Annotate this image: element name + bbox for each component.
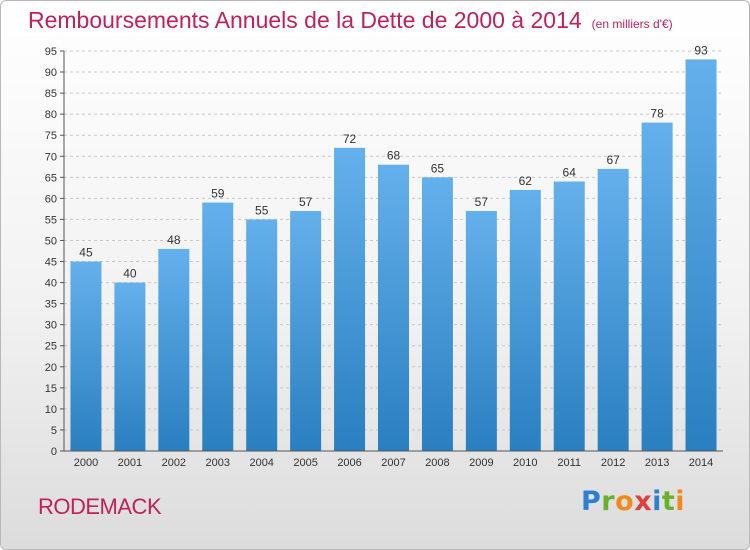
bar-2003 bbox=[202, 202, 234, 451]
bar-2001 bbox=[114, 282, 146, 451]
logo-letter: x bbox=[634, 486, 653, 517]
y-axis-ticks: 0 5 10 15 20 25 30 35 40 45 50 55 60 65 70 75 80 85 90 95 bbox=[45, 46, 64, 458]
y-tick-label: 45 bbox=[45, 257, 57, 269]
y-tick-label: 25 bbox=[45, 341, 57, 353]
y-tick-label: 20 bbox=[45, 362, 57, 374]
value-label-2004: 55 bbox=[255, 203, 269, 217]
value-label-2005: 57 bbox=[299, 195, 313, 209]
bar-2012 bbox=[597, 168, 629, 452]
bar-2014 bbox=[685, 59, 717, 451]
y-tick-label: 90 bbox=[45, 67, 57, 79]
value-label-2011: 64 bbox=[563, 166, 577, 180]
x-tick-label-2003: 2003 bbox=[206, 457, 230, 469]
value-label-2010: 62 bbox=[519, 174, 533, 188]
bar-2006 bbox=[334, 147, 366, 451]
x-tick-label-2007: 2007 bbox=[381, 457, 405, 469]
y-tick-label: 0 bbox=[51, 446, 57, 458]
y-tick-label: 55 bbox=[45, 214, 57, 226]
y-tick-label: 60 bbox=[45, 193, 57, 205]
bar-2007 bbox=[378, 164, 409, 451]
y-tick-label: 30 bbox=[45, 320, 57, 332]
value-label-2006: 72 bbox=[343, 132, 357, 146]
bar-2002 bbox=[158, 248, 190, 451]
x-tick-label-2013: 2013 bbox=[645, 457, 669, 469]
value-label-2008: 65 bbox=[431, 161, 445, 175]
x-tick-label-2005: 2005 bbox=[293, 457, 317, 469]
x-tick-label-2000: 2000 bbox=[74, 457, 98, 469]
y-tick-label: 75 bbox=[45, 130, 57, 142]
x-tick-label-2012: 2012 bbox=[601, 457, 625, 469]
bar-2008 bbox=[421, 177, 453, 451]
y-tick-label: 85 bbox=[45, 88, 57, 100]
bar-2009 bbox=[465, 211, 497, 451]
x-tick-label-2002: 2002 bbox=[162, 457, 186, 469]
x-axis-ticks: 2000 2001 2002 2003 2004 2005 2006 2007 2008 2009… bbox=[74, 457, 714, 469]
chart-title: Remboursements Annuels de la Dette de 20… bbox=[28, 7, 673, 34]
y-tick-label: 50 bbox=[45, 235, 57, 247]
y-tick-label: 35 bbox=[45, 299, 57, 311]
x-tick-label-2008: 2008 bbox=[425, 457, 449, 469]
value-label-2001: 40 bbox=[123, 267, 137, 281]
value-label-2002: 48 bbox=[167, 233, 181, 247]
x-tick-label-2011: 2011 bbox=[557, 457, 581, 469]
x-tick-label-2014: 2014 bbox=[689, 457, 713, 469]
y-tick-label: 80 bbox=[45, 109, 57, 121]
value-label-2012: 67 bbox=[606, 153, 620, 167]
value-label-2014: 93 bbox=[694, 43, 708, 57]
y-tick-label: 10 bbox=[45, 404, 57, 416]
logo-letter: t bbox=[661, 486, 676, 517]
logo-letter: i bbox=[652, 486, 662, 517]
chart-unit: (en milliers d'€) bbox=[591, 17, 673, 31]
bar-2004 bbox=[246, 219, 278, 451]
x-tick-label-2001: 2001 bbox=[118, 457, 142, 469]
x-tick-label-2004: 2004 bbox=[249, 457, 273, 469]
logo-letter: r bbox=[601, 486, 616, 517]
y-tick-label: 65 bbox=[45, 172, 57, 184]
y-tick-label: 70 bbox=[45, 151, 57, 163]
logo-letter: o bbox=[615, 486, 635, 517]
bar-2011 bbox=[553, 181, 585, 452]
proxiti-logo: Proxiti bbox=[581, 486, 685, 517]
value-label-2007: 68 bbox=[387, 149, 401, 163]
bar-2005 bbox=[290, 211, 322, 451]
chart-title-text: Remboursements Annuels de la Dette de 20… bbox=[28, 7, 582, 33]
x-tick-label-2010: 2010 bbox=[513, 457, 537, 469]
value-labels: 45 40 48 59 55 57 72 68 65 57 62 64 67 78 93 bbox=[79, 43, 708, 280]
y-tick-label: 40 bbox=[45, 278, 57, 290]
place-name: RODEMACK bbox=[38, 494, 162, 519]
logo-letter: P bbox=[581, 486, 602, 517]
y-tick-label: 5 bbox=[51, 425, 57, 437]
value-label-2003: 59 bbox=[211, 187, 225, 201]
x-tick-label-2009: 2009 bbox=[469, 457, 493, 469]
bar-2000 bbox=[70, 261, 102, 451]
axes bbox=[63, 51, 723, 452]
bar-2010 bbox=[509, 189, 541, 451]
value-label-2000: 45 bbox=[79, 246, 93, 260]
y-tick-label: 95 bbox=[45, 46, 57, 58]
y-tick-label: 15 bbox=[45, 383, 57, 395]
bar-2013 bbox=[641, 122, 673, 451]
x-tick-label-2006: 2006 bbox=[337, 457, 361, 469]
bars bbox=[70, 59, 717, 452]
logo-letter: i bbox=[675, 486, 686, 517]
value-label-2009: 57 bbox=[475, 195, 489, 209]
value-label-2013: 78 bbox=[650, 107, 664, 121]
